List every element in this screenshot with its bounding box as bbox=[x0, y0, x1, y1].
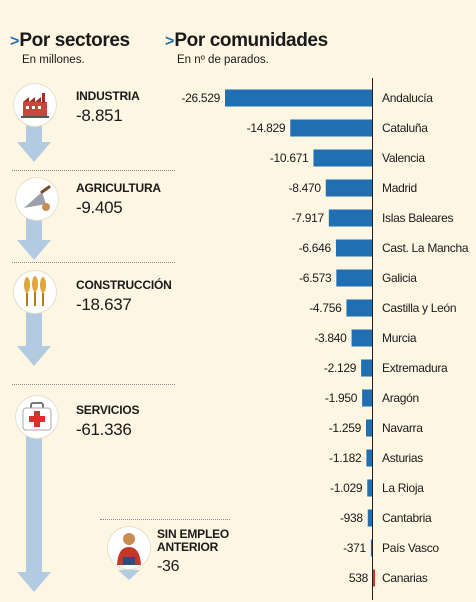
bar-castilla-y-le-n bbox=[346, 299, 373, 317]
sectors-header: >Por sectores En millones. bbox=[10, 30, 130, 66]
sector-name-construccion: CONSTRUCCIÓN bbox=[76, 278, 172, 292]
category-label: Andalucía bbox=[382, 91, 433, 105]
data-label: -6.573 bbox=[299, 271, 332, 285]
data-label: -7.917 bbox=[292, 211, 325, 225]
separator bbox=[12, 170, 175, 171]
bar-asturias bbox=[366, 449, 373, 467]
data-label: -938 bbox=[340, 511, 363, 525]
data-label: -6.646 bbox=[299, 241, 332, 255]
bar-pa-s-vasco bbox=[370, 539, 373, 557]
data-label: -8.470 bbox=[289, 181, 322, 195]
sector-value-industria: -8.851 bbox=[76, 106, 123, 125]
category-label: Murcia bbox=[382, 331, 417, 345]
bar-cast-la-mancha bbox=[335, 239, 373, 257]
sector-name-industria: INDUSTRIA bbox=[76, 89, 140, 103]
bar-catalu-a bbox=[290, 119, 373, 137]
data-label: 538 bbox=[349, 571, 369, 585]
down-arrowhead-servicios bbox=[17, 572, 51, 592]
data-label: -371 bbox=[343, 541, 366, 555]
sector-value-construccion: -18.637 bbox=[76, 295, 132, 314]
category-label: La Rioja bbox=[382, 481, 424, 495]
data-label: -2.129 bbox=[324, 361, 357, 375]
data-label: -26.529 bbox=[181, 91, 220, 105]
down-arrow-servicios bbox=[26, 420, 42, 572]
communities-chart: >Por comunidades En nº de parados. -26.5… bbox=[165, 0, 476, 602]
sector-value-agricultura: -9.405 bbox=[76, 198, 123, 217]
data-label: -1.259 bbox=[329, 421, 362, 435]
down-arrowhead-agricultura bbox=[17, 240, 51, 260]
medical-kit-icon bbox=[16, 396, 58, 438]
header-caret-icon: > bbox=[10, 33, 20, 50]
data-label: -1.029 bbox=[330, 481, 363, 495]
category-label: Galicia bbox=[382, 271, 417, 285]
bar-cantabria bbox=[367, 509, 373, 527]
sector-name-servicios: SERVICIOS bbox=[76, 403, 140, 417]
bar-canarias bbox=[373, 569, 375, 587]
bar-chart-svg: -26.529 Andalucía -14.829 Cataluña -10.671 Va… bbox=[181, 89, 469, 587]
sector-name-agricultura: AGRICULTURA bbox=[76, 181, 161, 195]
bar-murcia bbox=[351, 329, 373, 347]
category-label: Valencia bbox=[382, 151, 425, 165]
category-label: Canarias bbox=[382, 571, 428, 585]
header-caret-icon: > bbox=[165, 33, 175, 50]
bar-la-rioja bbox=[367, 479, 373, 497]
down-arrowhead-sin-empleo bbox=[118, 570, 140, 580]
category-label: Asturias bbox=[382, 451, 423, 465]
separator bbox=[100, 519, 230, 520]
down-arrowhead-industria bbox=[17, 142, 51, 162]
separator bbox=[12, 262, 175, 263]
factory-icon bbox=[14, 84, 56, 126]
data-label: -1.182 bbox=[329, 451, 362, 465]
bar-galicia bbox=[336, 269, 373, 287]
bar-islas-baleares bbox=[328, 209, 373, 227]
sectors-panel: >Por sectores En millones. bbox=[0, 0, 230, 602]
category-label: Cantabria bbox=[382, 511, 432, 525]
bar-valencia bbox=[313, 149, 373, 167]
down-arrowhead-construccion bbox=[17, 346, 51, 366]
category-label: Extremadura bbox=[382, 361, 448, 375]
data-label: -10.671 bbox=[270, 151, 309, 165]
sector-name-sin-empleo: SIN EMPLEO ANTERIOR bbox=[157, 527, 230, 554]
communities-title: Por comunidades bbox=[174, 30, 328, 51]
category-label: Aragón bbox=[382, 391, 419, 405]
zero-axis bbox=[372, 78, 373, 600]
category-label: Cataluña bbox=[382, 121, 428, 135]
trowel-icon bbox=[16, 178, 58, 220]
bar-madrid bbox=[325, 179, 373, 197]
separator bbox=[12, 384, 175, 385]
category-label: Navarra bbox=[382, 421, 423, 435]
wheat-icon bbox=[14, 271, 56, 313]
sectors-title: Por sectores bbox=[19, 30, 130, 51]
category-label: País Vasco bbox=[382, 541, 439, 555]
bar-andaluc-a bbox=[225, 89, 373, 107]
bar-navarra bbox=[365, 419, 373, 437]
data-label: -4.756 bbox=[309, 301, 342, 315]
sectors-subtitle: En millones. bbox=[22, 54, 85, 66]
data-label: -14.829 bbox=[247, 121, 286, 135]
category-label: Islas Baleares bbox=[382, 211, 453, 225]
data-label: -1.950 bbox=[325, 391, 358, 405]
data-label: -3.840 bbox=[314, 331, 347, 345]
category-label: Castilla y León bbox=[382, 301, 456, 315]
communities-header: >Por comunidades En nº de parados. bbox=[165, 30, 328, 66]
communities-subtitle: En nº de parados. bbox=[177, 54, 269, 66]
person-icon bbox=[108, 527, 150, 569]
category-label: Cast. La Mancha bbox=[382, 241, 469, 255]
bar-arag-n bbox=[362, 389, 373, 407]
category-label: Madrid bbox=[382, 181, 417, 195]
sector-value-servicios: -61.336 bbox=[76, 420, 132, 439]
bar-extremadura bbox=[361, 359, 373, 377]
sector-value-sin-empleo: -36 bbox=[157, 558, 180, 575]
